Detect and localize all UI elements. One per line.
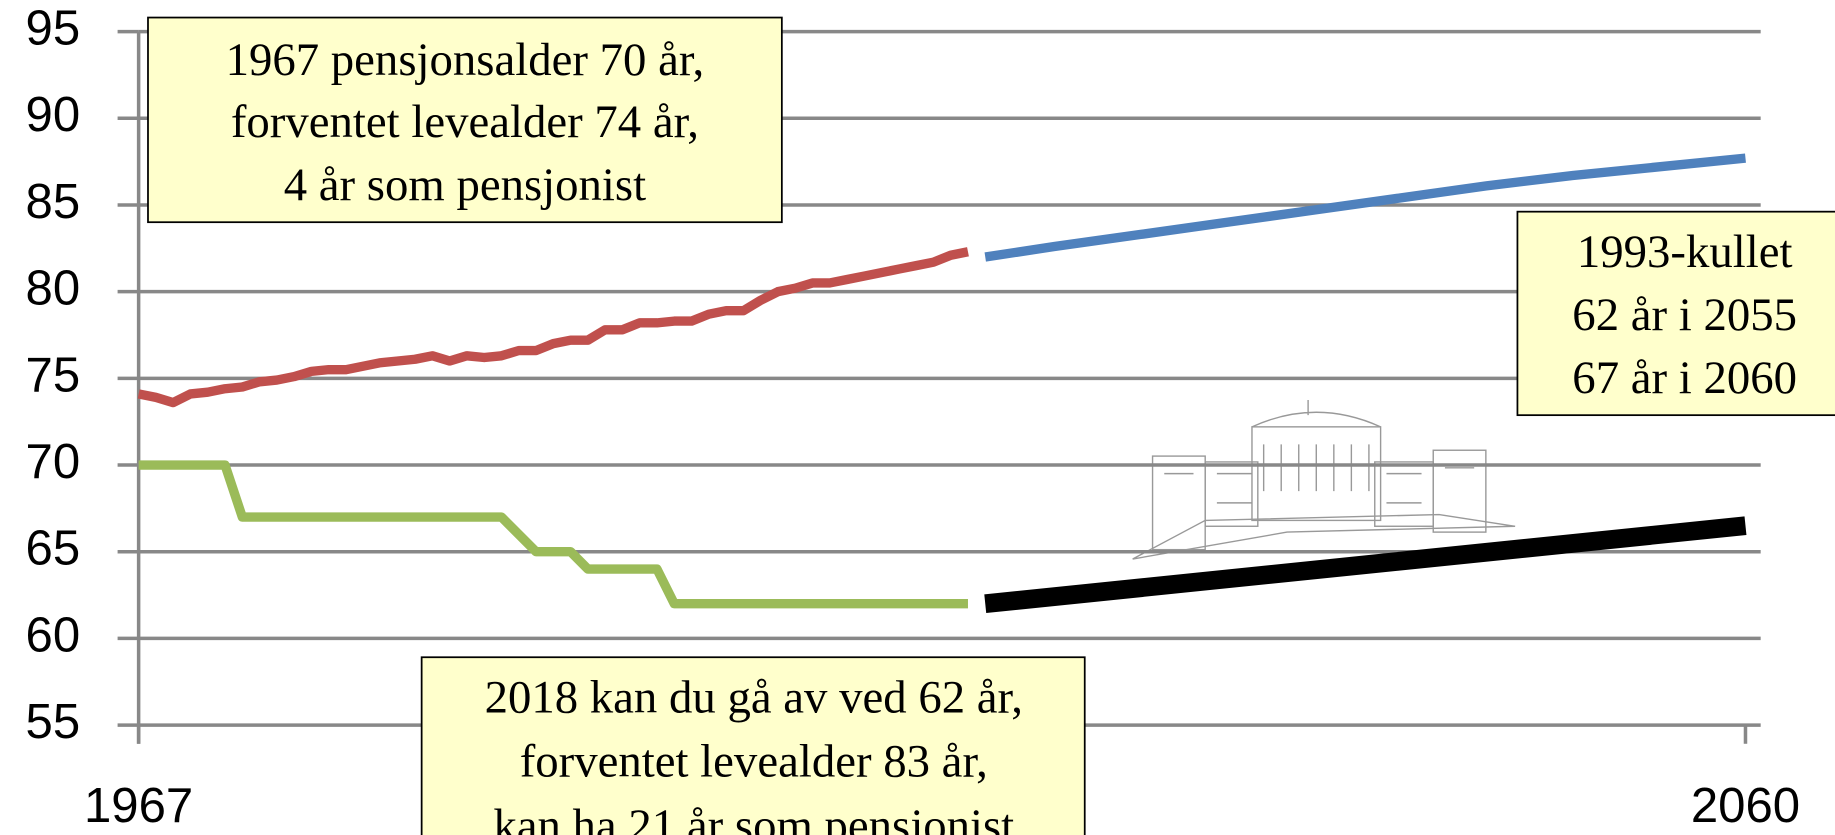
annotation-text: 62 år i 2055 xyxy=(1572,289,1797,341)
y-tick-label: 60 xyxy=(26,608,81,662)
data-line xyxy=(138,460,968,609)
annotation-box xyxy=(147,16,783,224)
data-line xyxy=(137,247,969,408)
annotation-text: 4 år som pensjonist xyxy=(284,159,646,211)
data-line xyxy=(984,516,1747,614)
annotation-text: 67 år i 2060 xyxy=(1572,352,1797,404)
y-tick-label: 70 xyxy=(26,435,81,489)
y-tick-label: 65 xyxy=(26,522,81,576)
annotation-text: forventet levealder 74 år, xyxy=(231,96,699,148)
annotation-box xyxy=(1516,210,1835,417)
y-tick-label: 80 xyxy=(26,262,81,316)
annotation-text: 1993-kullet xyxy=(1577,226,1793,278)
x-tick-label: 2060 xyxy=(1691,779,1800,833)
y-tick-label: 85 xyxy=(26,175,81,229)
y-tick-label: 95 xyxy=(26,2,81,56)
annotation-box xyxy=(420,656,1086,835)
building-sketch xyxy=(1123,397,1516,562)
annotation-text: kan ha 21 år som pensjonist xyxy=(493,800,1014,835)
annotation-text: 1967 pensjonsalder 70 år, xyxy=(226,34,705,86)
y-tick-label: 90 xyxy=(26,88,81,142)
data-line xyxy=(984,153,1746,262)
annotation-text: 2018 kan du gå av ved 62 år, xyxy=(485,671,1023,723)
x-tick-label: 1967 xyxy=(84,779,193,833)
annotation-text: forventet levealder 83 år, xyxy=(520,736,988,788)
y-tick-label: 75 xyxy=(26,348,81,402)
y-tick-label: 55 xyxy=(26,695,81,749)
